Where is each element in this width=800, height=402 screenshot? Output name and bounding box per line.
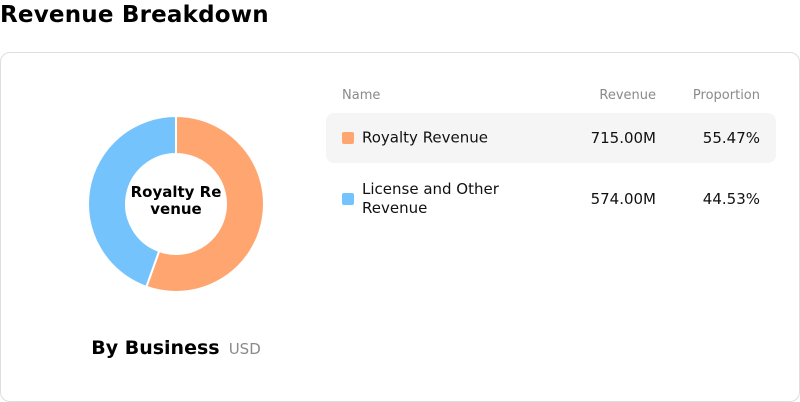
row-revenue: 574.00M — [590, 190, 656, 208]
row-revenue: 715.00M — [590, 129, 656, 147]
table-header: Name Revenue Proportion — [326, 83, 776, 113]
row-name: License and Other Revenue — [362, 180, 499, 217]
header-name: Name — [342, 88, 381, 103]
header-revenue: Revenue — [599, 88, 656, 103]
chart-caption: By Business USD — [1, 337, 351, 359]
donut-chart: Royalty Revenue — [86, 114, 266, 294]
table-row[interactable]: License and Other Revenue 574.00M 44.53% — [326, 174, 776, 224]
row-name: Royalty Revenue — [362, 128, 489, 147]
revenue-card: Royalty Revenue By Business USD Name Rev… — [0, 52, 800, 402]
donut-center-label: Royalty Revenue — [130, 183, 222, 218]
donut-svg — [87, 114, 265, 293]
row-proportion: 44.53% — [702, 190, 760, 208]
row-proportion: 55.47% — [702, 129, 760, 147]
table-row[interactable]: Royalty Revenue 715.00M 55.47% — [326, 113, 776, 163]
chart-caption-title: By Business — [91, 337, 220, 359]
donut-slice-0[interactable] — [145, 114, 265, 293]
legend-swatch — [342, 193, 354, 205]
legend-swatch — [342, 132, 354, 144]
header-proportion: Proportion — [692, 88, 760, 103]
chart-caption-unit: USD — [228, 340, 261, 358]
page-title: Revenue Breakdown — [0, 2, 269, 28]
legend-table: Name Revenue Proportion Royalty Revenue … — [326, 83, 776, 224]
donut-slice-1[interactable] — [87, 114, 177, 289]
